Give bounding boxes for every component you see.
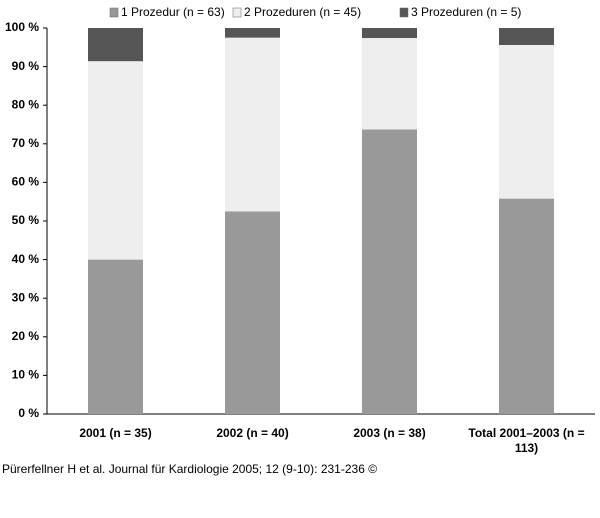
- bar-segment: [499, 198, 554, 414]
- x-tick-label: 2001 (n = 35): [79, 426, 152, 440]
- legend-swatch: [399, 7, 409, 18]
- y-tick-label: 20 %: [12, 329, 40, 343]
- y-tick-label: 30 %: [12, 290, 40, 304]
- bar-segment: [88, 259, 143, 414]
- y-tick-label: 40 %: [12, 252, 40, 266]
- bar-segment: [362, 28, 417, 39]
- bar-segment: [225, 28, 280, 38]
- bar-segment: [362, 38, 417, 130]
- bar-segment: [362, 129, 417, 414]
- bar-segment: [225, 37, 280, 212]
- legend-swatch: [232, 7, 242, 18]
- legend-swatch: [109, 7, 119, 18]
- bar-segment: [225, 211, 280, 414]
- y-tick-label: 50 %: [12, 213, 40, 227]
- source-note: Pürerfellner H et al. Journal für Kardio…: [2, 462, 378, 476]
- y-tick-label: 60 %: [12, 175, 40, 189]
- y-tick-label: 90 %: [12, 59, 40, 73]
- y-tick-label: 70 %: [12, 136, 40, 150]
- legend-label: 3 Prozeduren (n = 5): [411, 5, 521, 19]
- x-tick-label: Total 2001–2003 (n = 113): [468, 426, 585, 455]
- legend-label: 1 Prozedur (n = 63): [121, 5, 225, 19]
- bar-segment: [499, 44, 554, 199]
- y-tick-label: 100 %: [5, 20, 39, 34]
- y-tick-label: 0 %: [18, 406, 39, 420]
- legend-label: 2 Prozeduren (n = 45): [244, 5, 361, 19]
- y-tick-label: 80 %: [12, 97, 40, 111]
- bar-segment: [499, 28, 554, 45]
- x-tick-label: 2002 (n = 40): [216, 426, 289, 440]
- bar-segment: [88, 61, 143, 260]
- x-tick-label: 2003 (n = 38): [353, 426, 426, 440]
- y-tick-label: 10 %: [12, 368, 40, 382]
- bar-segment: [88, 28, 143, 62]
